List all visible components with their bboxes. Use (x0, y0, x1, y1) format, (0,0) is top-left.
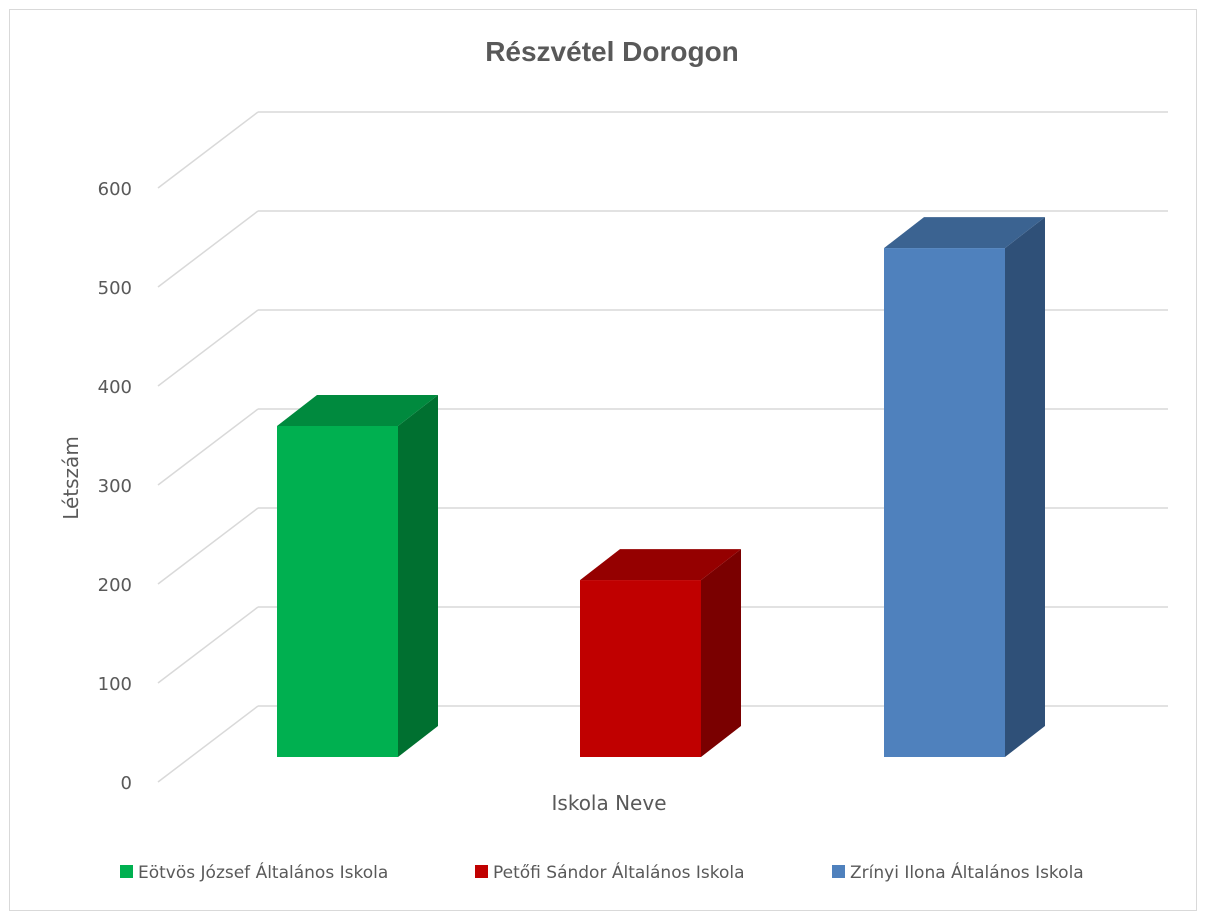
bar-top (884, 217, 1045, 249)
chart-title: Részvétel Dorogon (485, 36, 739, 67)
bar (884, 217, 1045, 757)
y-tick-label: 400 (98, 377, 132, 398)
y-tick-label: 600 (98, 179, 132, 200)
bar-top (580, 549, 741, 581)
gridline-side (157, 507, 259, 585)
bar (277, 395, 438, 757)
x-axis-label: Iskola Neve (552, 791, 667, 815)
bar (580, 549, 741, 757)
gridline-side (157, 309, 259, 387)
y-axis-label: Létszám (59, 436, 83, 520)
gridline-side (157, 408, 259, 486)
legend-swatch (120, 865, 133, 878)
y-tick-label: 200 (98, 575, 132, 596)
bar-side (398, 395, 438, 757)
y-axis-ticks: 0 100 200 300 400 500 600 (98, 179, 132, 794)
gridline-side (157, 705, 259, 783)
legend-swatch (475, 865, 488, 878)
legend-label: Petőfi Sándor Általános Iskola (493, 861, 745, 883)
legend-label: Eötvös József Általános Iskola (138, 861, 388, 883)
legend-item: Zrínyi Ilona Általános Iskola (832, 861, 1084, 883)
bar-front (277, 426, 398, 757)
bar-side (701, 549, 741, 757)
bar-side (1005, 217, 1045, 757)
gridline-side (157, 210, 259, 288)
legend-swatch (832, 865, 845, 878)
y-tick-label: 100 (98, 674, 132, 695)
legend-item: Eötvös József Általános Iskola (120, 861, 388, 883)
bar-front (884, 248, 1005, 757)
y-tick-label: 300 (98, 476, 132, 497)
legend-item: Petőfi Sándor Általános Iskola (475, 861, 745, 883)
bar-top (277, 395, 438, 426)
y-tick-label: 0 (121, 773, 132, 794)
bars (277, 217, 1045, 757)
gridline-side (157, 111, 259, 189)
legend: Eötvös József Általános Iskola Petőfi Sán… (120, 861, 1084, 883)
bar-front (580, 580, 701, 757)
legend-label: Zrínyi Ilona Általános Iskola (850, 861, 1084, 883)
gridline-side (157, 606, 259, 684)
y-tick-label: 500 (98, 278, 132, 299)
